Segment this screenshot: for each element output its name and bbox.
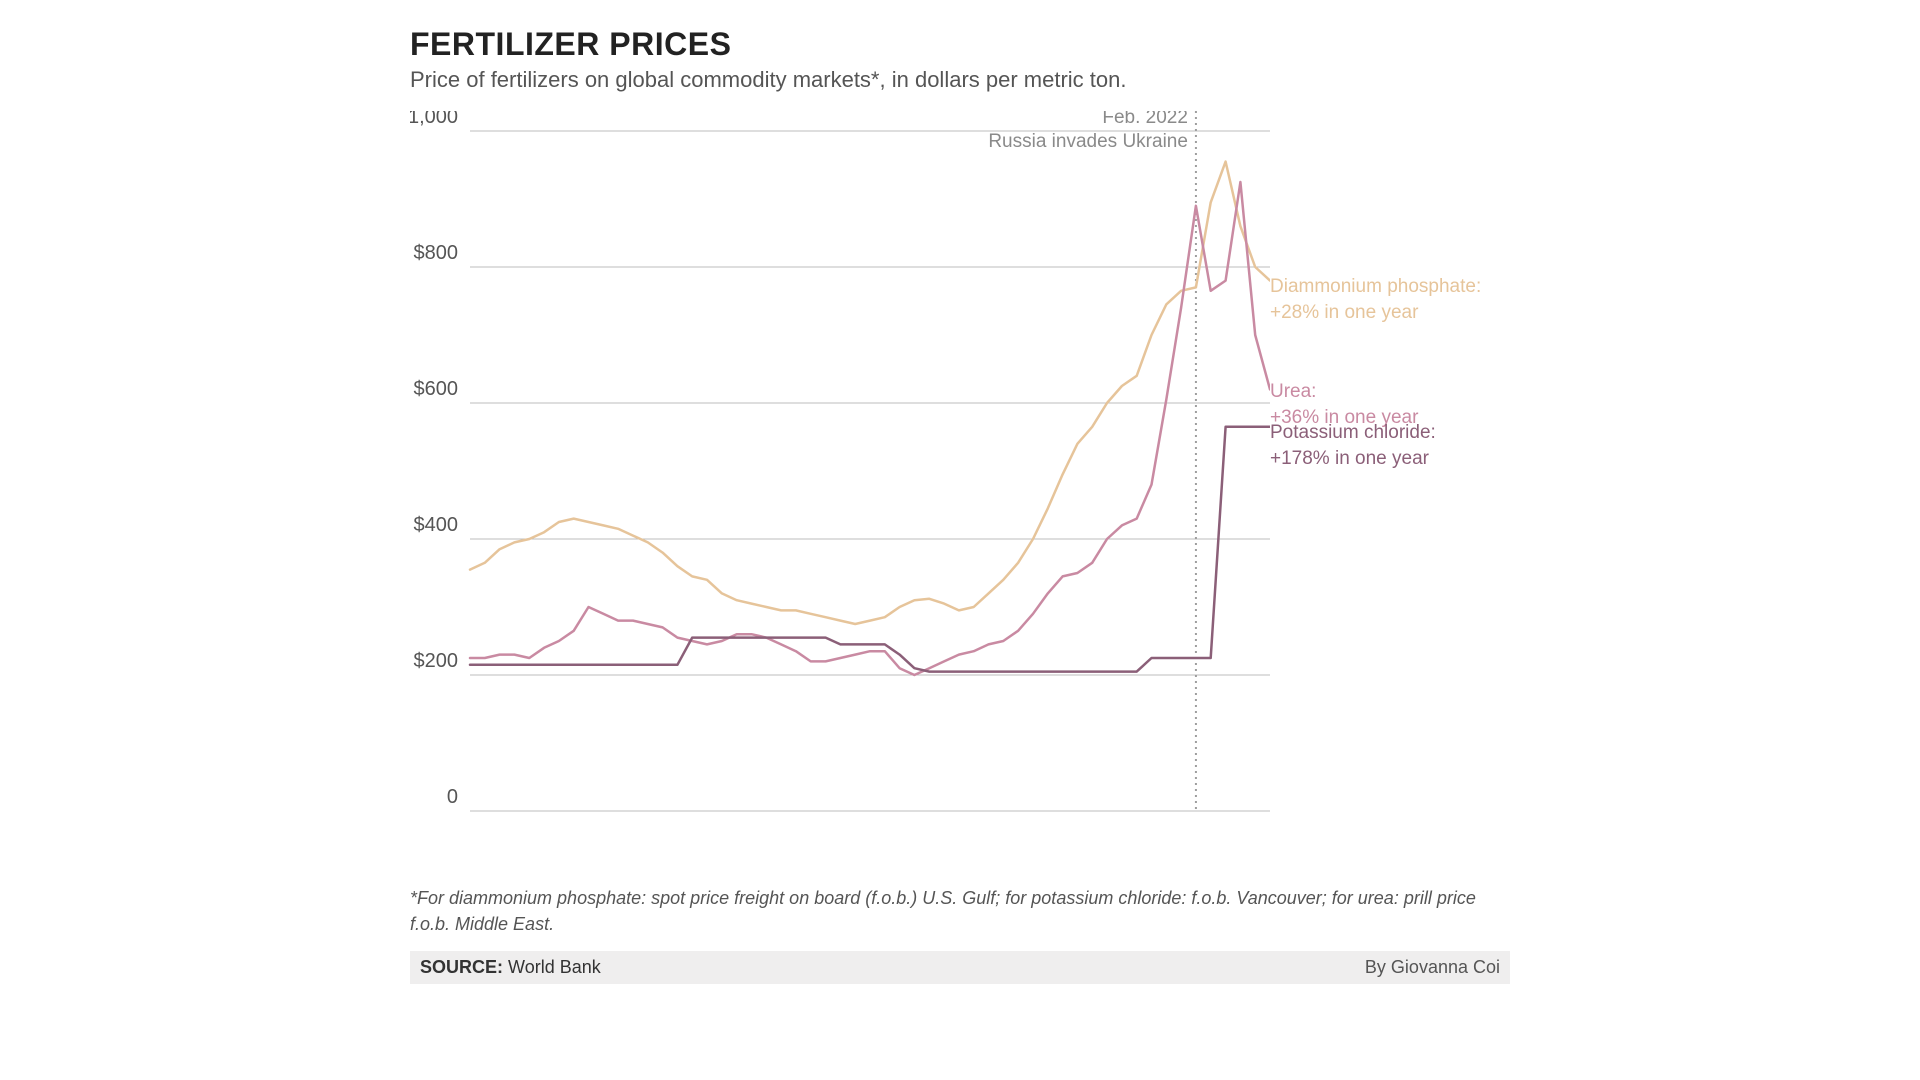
y-tick-label: $200	[414, 650, 459, 672]
event-label-line2: Russia invades Ukraine	[988, 131, 1188, 152]
chart-title: FERTILIZER PRICES	[410, 26, 1510, 63]
line-chart-svg: 0 $200 $400 $600 $800 $1,000 Feb. 2022 Russia i…	[410, 111, 1270, 821]
source-value: World Bank	[508, 957, 601, 977]
y-tick-label: $1,000	[410, 111, 458, 128]
chart-legend: Diammonium phosphate:+28% in one yearUre…	[1270, 111, 1510, 831]
chart-container: FERTILIZER PRICES Price of fertilizers o…	[410, 20, 1510, 984]
source-left: SOURCE: World Bank	[420, 957, 601, 978]
source-bar: SOURCE: World Bank By Giovanna Coi	[410, 951, 1510, 984]
series-dap	[470, 162, 1270, 624]
chart-plot: 0 $200 $400 $600 $800 $1,000 Feb. 2022 Russia i…	[410, 111, 1270, 821]
legend-kcl: Potassium chloride:+178% in one year	[1270, 420, 1436, 471]
y-tick-label: 0	[447, 786, 458, 808]
y-tick-label: $600	[414, 378, 459, 400]
series-kcl	[470, 427, 1270, 672]
y-tick-label: $400	[414, 514, 459, 536]
y-tick-label: $800	[414, 242, 459, 264]
legend-dap: Diammonium phosphate:+28% in one year	[1270, 274, 1481, 325]
byline: By Giovanna Coi	[1365, 957, 1500, 978]
chart-footnote: *For diammonium phosphate: spot price fr…	[410, 885, 1510, 937]
chart-subtitle: Price of fertilizers on global commodity…	[410, 67, 1510, 93]
source-label: SOURCE:	[420, 957, 503, 977]
series-urea	[470, 182, 1270, 675]
event-label-line1: Feb. 2022	[1102, 111, 1188, 128]
